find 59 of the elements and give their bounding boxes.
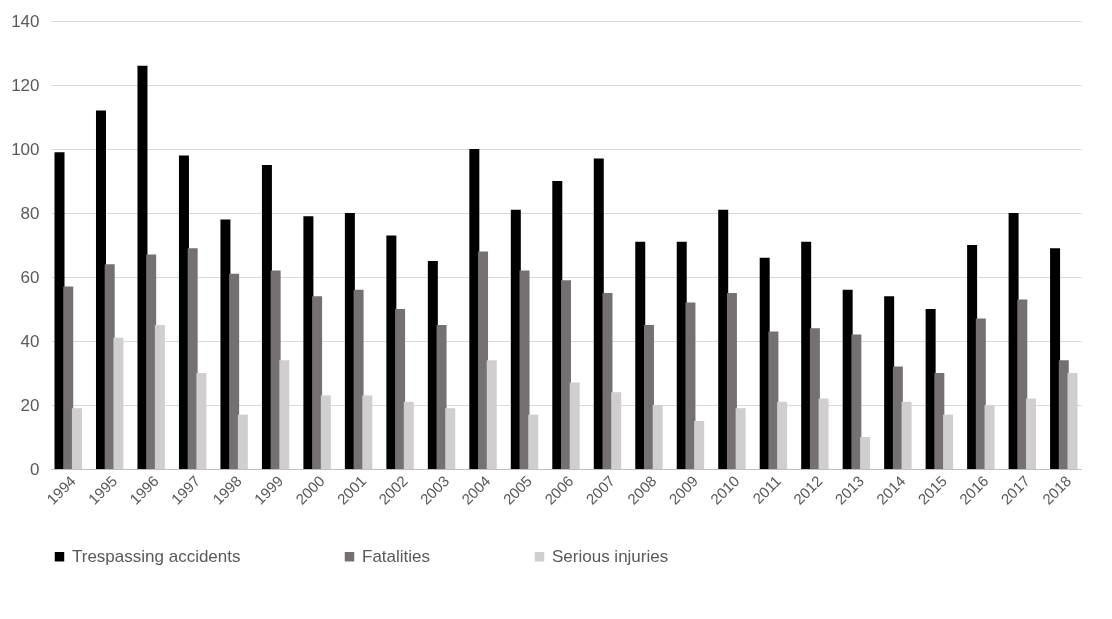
bar	[261, 165, 272, 469]
legend-label: Fatalities	[362, 546, 431, 566]
bar	[860, 437, 871, 469]
bar	[353, 289, 364, 469]
bar	[1050, 248, 1061, 469]
bar	[187, 248, 198, 469]
bar	[237, 414, 248, 469]
bar	[95, 110, 106, 469]
bar	[229, 273, 240, 469]
bar	[303, 216, 314, 469]
y-tick-label: 40	[20, 331, 40, 351]
bar	[975, 318, 986, 469]
bar	[561, 280, 571, 469]
y-tick-label: 140	[11, 11, 40, 31]
bar	[510, 209, 521, 469]
bar	[344, 213, 355, 469]
bar	[146, 254, 157, 469]
bar	[635, 241, 646, 469]
bar	[801, 241, 812, 469]
bar	[685, 302, 696, 469]
bar	[519, 270, 530, 469]
legend-label: Serious injuries	[552, 546, 669, 566]
bar	[71, 408, 82, 469]
bar	[768, 331, 779, 469]
y-tick-label: 80	[20, 203, 40, 223]
bar	[445, 408, 456, 469]
bar	[602, 293, 613, 469]
bar	[1017, 299, 1028, 469]
bar	[726, 293, 737, 469]
bar	[63, 286, 74, 469]
bar	[427, 261, 438, 469]
y-tick-label: 100	[11, 139, 40, 159]
bar	[735, 408, 746, 469]
y-tick-label: 0	[30, 459, 40, 479]
bar	[528, 414, 539, 469]
bar	[137, 65, 148, 469]
bar	[967, 245, 978, 469]
bar	[552, 181, 563, 469]
y-tick-label: 60	[20, 267, 40, 287]
bar	[851, 334, 862, 469]
bar	[220, 219, 231, 469]
bar	[312, 296, 323, 469]
bar	[386, 235, 397, 469]
legend-label: Trespassing accidents	[72, 546, 241, 566]
bar	[943, 414, 954, 469]
bar	[892, 366, 903, 469]
bar	[469, 149, 480, 469]
y-tick-label: 120	[11, 75, 40, 95]
bar	[694, 421, 705, 469]
bar	[934, 373, 945, 469]
bar	[809, 328, 820, 469]
bar	[178, 155, 189, 469]
bar	[436, 325, 447, 469]
y-tick-label: 20	[20, 395, 40, 415]
bar	[395, 309, 406, 469]
bar	[884, 296, 895, 469]
bar	[643, 325, 654, 469]
bar	[478, 251, 489, 469]
bar	[718, 209, 729, 469]
